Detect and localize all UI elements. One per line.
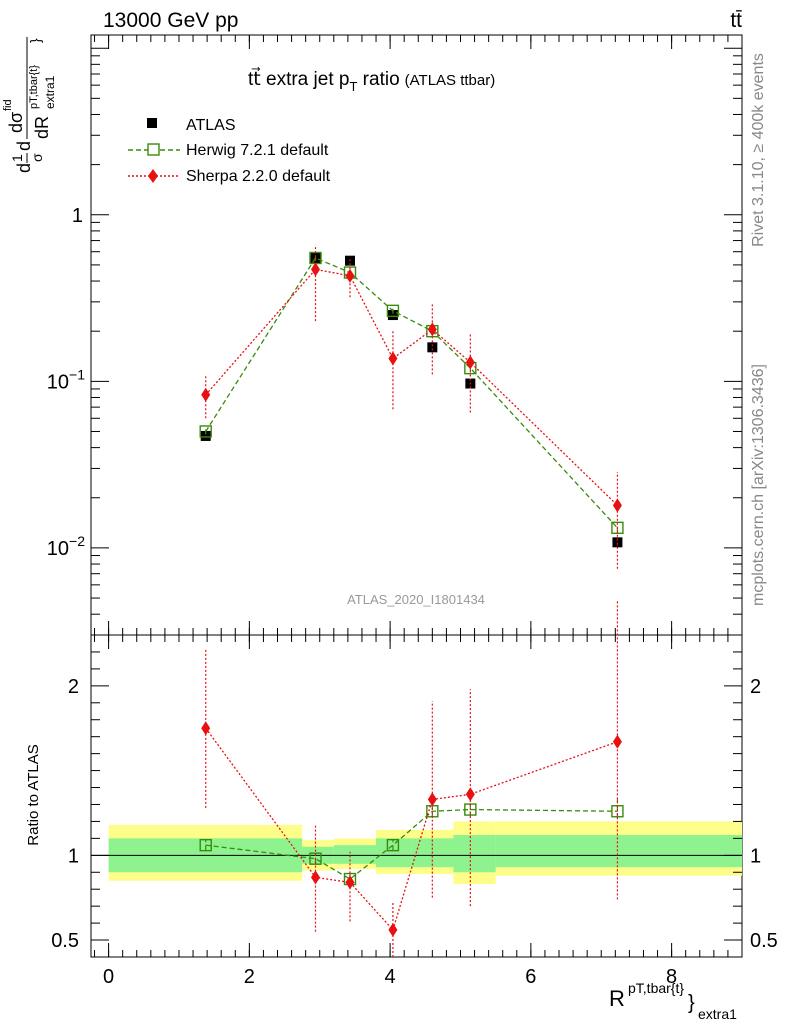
ylabel-one: 1 <box>9 154 25 162</box>
x-axis-label: R pT,tbar{t} } extra1 <box>609 980 737 1022</box>
series-2-ratio-point-6 <box>612 734 622 749</box>
legend-label-herwig: Herwig 7.2.1 default <box>186 142 329 159</box>
lower-y-axis-label: Ratio to ATLAS <box>25 744 42 845</box>
series-2-point-6 <box>612 498 622 513</box>
y-lower-tick-label-right-1: 1 <box>750 845 761 867</box>
legend-marker-sherpa <box>148 169 158 183</box>
svg-text:tt⃗ extra jet pT ratio(ATLAS t: tt⃗ extra jet pT ratio (ATLAS ttbar) <box>248 67 495 94</box>
series-1-ratio-point-5 <box>464 803 477 816</box>
series-1-upper-line <box>205 257 618 529</box>
title-note: (ATLAS ttbar) <box>405 72 496 89</box>
series-1-point-6 <box>611 521 624 535</box>
x-tick-label-3: 6 <box>525 966 536 988</box>
lower-panel-frame <box>90 634 743 958</box>
xlabel-brace: } <box>688 992 695 1014</box>
upper-y-axis-label: d 1 σ d dσ fid dR pT,tbar{t} extra1 } <box>2 37 57 173</box>
xlabel-sup: pT,tbar{t} <box>628 980 684 996</box>
series-2-ratio-point-1 <box>311 870 321 885</box>
series-1-ratio-point-3 <box>386 838 400 852</box>
series-2-ratio-point-3 <box>388 922 398 937</box>
y-lower-tick-label-left-0: 2 <box>68 676 79 698</box>
series-0-point-4 <box>427 342 438 353</box>
band-inner-6 <box>495 834 742 868</box>
series-2-upper-line <box>205 268 618 506</box>
series-1-ratio-point-0 <box>199 838 212 852</box>
legend-entry-atlas: ATLAS <box>147 117 236 134</box>
title-subscript: T <box>349 79 357 94</box>
ylabel-d2: d <box>14 141 34 151</box>
series-2-ratio-point-5 <box>465 787 475 802</box>
y-lower-tick-label-right-2: 0.5 <box>750 930 778 952</box>
ylabel-sup: pT,tbar{t} <box>28 65 40 109</box>
x-tick-label-2: 4 <box>385 966 396 988</box>
legend-marker-herwig <box>147 143 160 156</box>
series-2-point-2 <box>345 268 355 283</box>
ylabel-dsigma: dσ <box>6 112 26 133</box>
x-tick-label-1: 2 <box>244 966 255 988</box>
series-1-point-0 <box>199 425 212 438</box>
legend-entry-sherpa: Sherpa 2.2.0 default <box>128 168 331 185</box>
series-1 <box>199 251 624 886</box>
series-2-point-0 <box>201 387 211 402</box>
legend: ATLAS Herwig 7.2.1 default Sherpa 2.2.0 … <box>128 117 331 185</box>
axes: 0 2 4 6 8 1 10−1 10−2 2 2 1 1 0.5 0.5 <box>47 35 778 988</box>
series-2-ratio-point-2 <box>345 875 355 890</box>
ylabel-dR: dR <box>32 116 52 139</box>
ylabel-fid: fid <box>2 99 14 111</box>
band-inner-3 <box>376 838 412 868</box>
y-upper-tick-label-0: 1 <box>72 205 83 227</box>
y-upper-tick-label-1: 10−1 <box>47 366 85 393</box>
series-2-point-3 <box>388 351 398 366</box>
ylabel-sub: extra1 <box>43 75 57 109</box>
legend-label-atlas: ATLAS <box>186 117 236 134</box>
series-2-point-5 <box>465 355 475 370</box>
band-inner-5 <box>453 834 496 873</box>
series-1-point-3 <box>386 304 400 318</box>
title-tail: ratio <box>357 69 399 90</box>
xlabel-base: R <box>609 986 625 1011</box>
series-2-point-1 <box>311 262 321 277</box>
mcplots-source-label: mcplots.cern.ch [arXiv:1306.3436] <box>750 364 767 606</box>
chart-title: tt⃗ extra jet pT ratio (ATLAS ttbar) <box>248 67 495 94</box>
ylabel-d1: d <box>14 163 34 173</box>
xlabel-sub: extra1 <box>698 1006 737 1022</box>
series-0-point-6 <box>612 537 623 548</box>
x-tick-label-4: 8 <box>666 966 677 988</box>
rivet-version-label: Rivet 3.1.10, ≥ 400k events <box>750 53 767 247</box>
series-0-point-0 <box>200 430 211 441</box>
y-lower-tick-label-left-2: 0.5 <box>51 930 79 952</box>
energy-label: 13000 GeV pp <box>103 9 238 32</box>
band-inner-2 <box>333 845 377 864</box>
title-main: tt⃗ extra jet p <box>248 67 349 90</box>
series-0 <box>200 253 623 548</box>
series-0-point-3 <box>387 310 398 321</box>
ylabel-brace: } <box>27 38 43 43</box>
ylabel-sigma: σ <box>29 153 45 162</box>
series-2-ratio-point-4 <box>427 792 437 807</box>
x-tick-label-0: 0 <box>103 966 114 988</box>
analysis-id-label: ATLAS_2020_I1801434 <box>347 592 485 607</box>
series-2 <box>201 244 622 957</box>
legend-marker-atlas <box>147 118 157 128</box>
legend-label-sherpa: Sherpa 2.2.0 default <box>186 168 331 185</box>
y-lower-tick-label-right-0: 2 <box>750 676 761 698</box>
y-lower-tick-label-left-1: 1 <box>68 845 79 867</box>
series-2-ratio-point-0 <box>201 721 211 736</box>
series-1-ratio-point-1 <box>309 852 322 865</box>
series-layer <box>199 244 624 957</box>
legend-entry-herwig: Herwig 7.2.1 default <box>128 142 329 159</box>
process-label: tt̄ <box>730 9 742 32</box>
series-2-point-4 <box>427 322 437 337</box>
y-upper-tick-label-2: 10−2 <box>47 533 85 560</box>
